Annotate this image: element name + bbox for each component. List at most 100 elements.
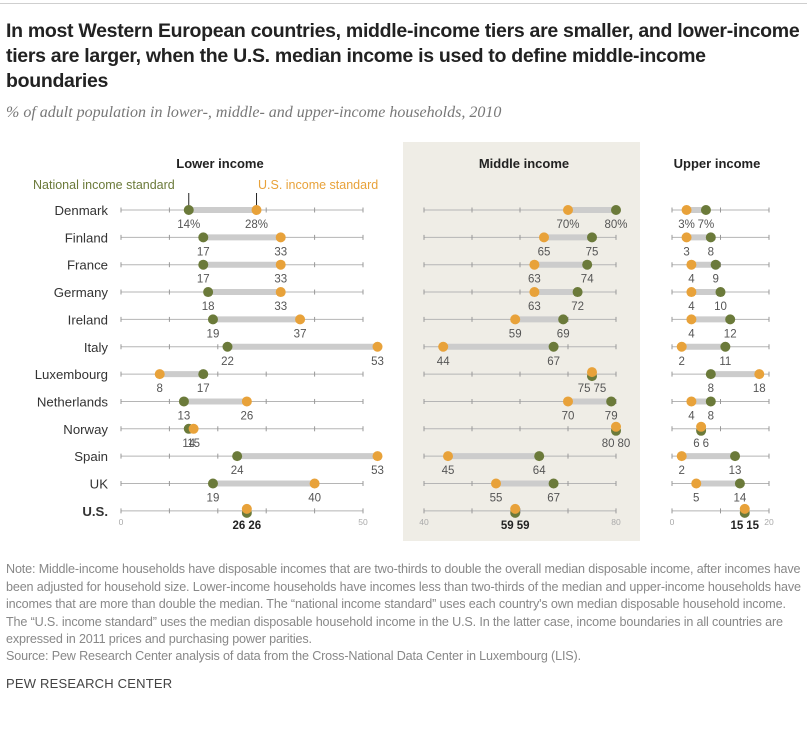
value-label-national: 18 — [202, 301, 215, 313]
dot-national — [705, 232, 716, 243]
value-label-national: 11 — [719, 356, 731, 368]
dot-national — [720, 341, 731, 352]
legend-us-label: U.S. income standard — [258, 178, 378, 192]
axis-tick-label-min: 0 — [670, 517, 675, 527]
dot-us — [611, 421, 621, 432]
value-label-national: 17 — [197, 383, 210, 395]
value-label-us: 26 — [248, 520, 261, 532]
panel-title-middle: Middle income — [479, 156, 569, 171]
dot-us — [372, 341, 383, 352]
value-label-us: 37 — [294, 328, 307, 340]
dot-us — [241, 503, 252, 514]
value-label-national: 64 — [533, 465, 546, 477]
dot-us — [154, 369, 165, 380]
axis-tick-label-min: 40 — [419, 517, 429, 527]
dot-us — [295, 314, 306, 325]
country-label: U.S. — [82, 504, 108, 519]
dot-us — [529, 259, 540, 270]
value-label-us: 4 — [688, 301, 695, 313]
dot-national — [572, 287, 583, 298]
value-label-national: 15 — [730, 520, 743, 532]
dot-us — [686, 287, 697, 298]
value-label-us: 18 — [753, 383, 766, 395]
dot-national — [705, 369, 716, 380]
value-label-us: 65 — [538, 246, 551, 258]
value-label-us: 26 — [240, 410, 253, 422]
value-label-us: 59 — [509, 328, 522, 340]
value-label-national: 17 — [197, 246, 210, 258]
value-label-us: 44 — [437, 356, 450, 368]
dot-national — [548, 341, 559, 352]
country-label: UK — [90, 477, 109, 492]
dot-us — [681, 205, 692, 215]
value-label-us: 33 — [274, 274, 287, 286]
axis-tick-label-max: 20 — [764, 517, 774, 527]
value-label-national: 9 — [712, 274, 718, 286]
value-label-us: 45 — [442, 465, 455, 477]
dot-us — [491, 478, 501, 489]
axis-tick-label-min: 0 — [119, 517, 124, 527]
value-label-national: 8 — [708, 246, 714, 258]
dot-us — [696, 421, 707, 432]
dot-national — [734, 478, 745, 489]
value-label-us: 53 — [371, 356, 384, 368]
value-label-us: 75 — [594, 383, 607, 395]
dot-national — [710, 259, 721, 270]
brand-logo-text: PEW RESEARCH CENTER — [6, 676, 173, 691]
chart-source: Source: Pew Research Center analysis of … — [6, 649, 581, 663]
country-label: France — [67, 258, 108, 273]
country-label: Ireland — [68, 312, 108, 327]
value-label-us: 4 — [688, 410, 695, 422]
dot-national — [232, 451, 243, 462]
dot-us — [241, 396, 252, 407]
dot-us — [251, 205, 262, 215]
panel-title-upper: Upper income — [674, 156, 761, 171]
dot-national — [207, 478, 218, 489]
panel-title-lower: Lower income — [176, 156, 263, 171]
value-label-national: 14 — [734, 493, 747, 505]
value-label-national: 74 — [581, 274, 594, 286]
dot-national — [198, 259, 209, 270]
country-label: Spain — [74, 449, 108, 464]
dot-national — [705, 396, 716, 407]
value-label-us: 28% — [245, 219, 268, 231]
dot-national — [178, 396, 189, 407]
value-label-national: 75 — [578, 383, 591, 395]
dot-national — [207, 314, 218, 325]
dot-national — [611, 205, 621, 215]
dot-us — [510, 314, 521, 325]
value-label-us: 3% — [678, 219, 695, 231]
country-label: Norway — [63, 422, 108, 437]
dot-us — [739, 503, 750, 514]
value-label-national: 13 — [178, 410, 191, 422]
dot-us — [275, 232, 286, 243]
value-label-national: 22 — [221, 356, 234, 368]
dot-us — [510, 503, 521, 514]
value-label-us: 63 — [528, 301, 541, 313]
value-label-national: 19 — [207, 493, 220, 505]
dot-us — [438, 341, 449, 352]
dot-national — [700, 205, 711, 215]
dot-national — [183, 205, 194, 215]
country-label: Luxembourg — [35, 367, 108, 382]
value-label-us: 2 — [678, 356, 684, 368]
dot-us — [563, 205, 573, 215]
value-label-national: 67 — [547, 493, 560, 505]
value-label-national: 14 — [182, 438, 195, 450]
value-label-us: 15 — [746, 520, 759, 532]
dot-us — [275, 259, 286, 270]
dot-us — [309, 478, 320, 489]
value-label-national: 69 — [557, 328, 570, 340]
value-label-us: 4 — [688, 328, 695, 340]
country-label: Netherlands — [37, 394, 109, 409]
axis-tick-label-max: 80 — [611, 517, 621, 527]
value-label-us: 8 — [157, 383, 163, 395]
country-label: Denmark — [55, 203, 109, 218]
dot-us — [691, 478, 702, 489]
value-label-us: 33 — [274, 246, 287, 258]
dot-us — [563, 396, 573, 407]
dot-us — [188, 423, 199, 434]
dot-national — [222, 341, 233, 352]
dot-national — [606, 396, 617, 407]
value-label-us: 70% — [556, 219, 579, 231]
